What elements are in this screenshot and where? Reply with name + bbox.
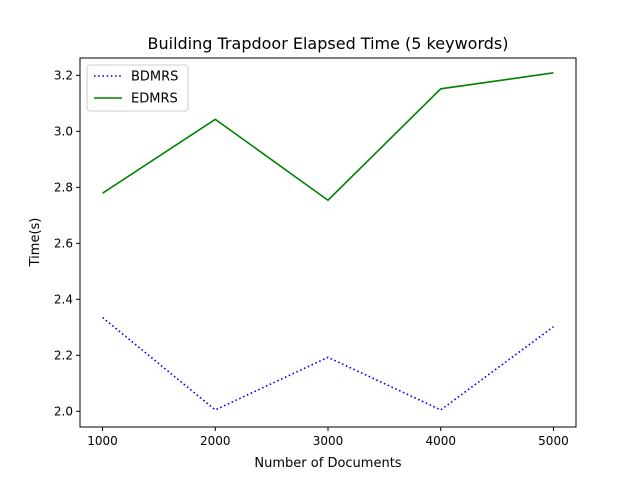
y-tick-label: 2.4 <box>54 292 73 306</box>
chart-title: Building Trapdoor Elapsed Time (5 keywor… <box>148 34 509 53</box>
x-tick-label: 1000 <box>87 434 118 448</box>
y-tick-label: 2.8 <box>54 180 73 194</box>
legend-label-bdmrs: BDMRS <box>131 70 178 85</box>
y-tick-label: 3.0 <box>54 124 73 138</box>
y-axis-label: Time(s) <box>28 218 43 268</box>
legend: BDMRS EDMRS <box>86 64 189 112</box>
plot-area <box>102 72 554 411</box>
x-tick-label: 5000 <box>538 434 569 448</box>
series-line-bdmrs <box>102 316 554 411</box>
x-tick-label: 2000 <box>200 434 231 448</box>
y-tick-label: 2.0 <box>54 404 73 418</box>
y-tick-label: 2.2 <box>54 348 73 362</box>
x-tick-label: 3000 <box>313 434 344 448</box>
series-line-edmrs <box>102 72 554 202</box>
x-tick-label: 4000 <box>425 434 456 448</box>
y-axis: 2.0 2.2 2.4 2.6 2.8 3.0 3.2 <box>54 68 80 418</box>
y-tick-label: 2.6 <box>54 236 73 250</box>
legend-label-edmrs: EDMRS <box>131 92 178 107</box>
y-tick-label: 3.2 <box>54 68 73 82</box>
x-axis-label: Number of Documents <box>254 456 401 471</box>
x-axis: 1000 2000 3000 4000 5000 <box>87 427 569 448</box>
